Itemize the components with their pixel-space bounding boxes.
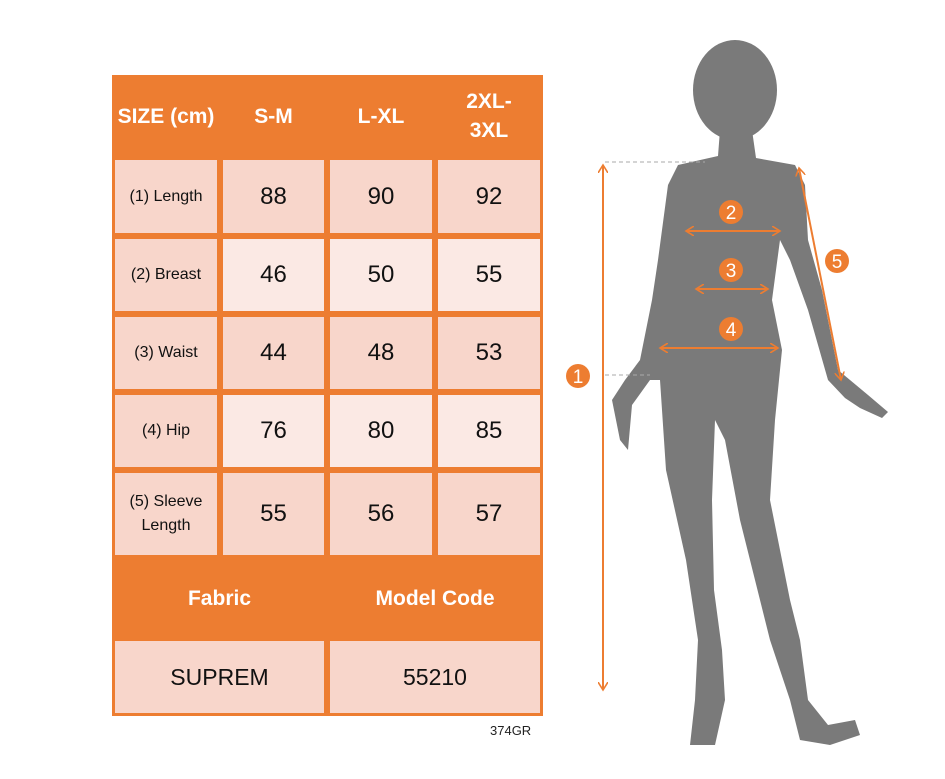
model-code-value: 55210: [330, 641, 540, 713]
svg-text:2: 2: [726, 203, 737, 224]
size-value: 48: [330, 317, 432, 389]
product-code: 374GR: [490, 723, 532, 738]
size-value: 55: [438, 239, 540, 311]
marker-2: 2: [719, 200, 743, 224]
svg-text:3: 3: [726, 261, 737, 282]
size-value: 90: [330, 160, 432, 233]
size-value: 44: [223, 317, 324, 389]
size-value: 80: [330, 395, 432, 467]
row-label: (1) Length: [115, 160, 217, 233]
row-label: (4) Hip: [115, 395, 217, 467]
header-s-m: S-M: [254, 104, 293, 128]
svg-text:5: 5: [832, 252, 843, 273]
row-label: (3) Waist: [115, 317, 217, 389]
header-model-code: Model Code: [375, 586, 495, 610]
size-value: 85: [438, 395, 540, 467]
size-value: 88: [223, 160, 324, 233]
svg-text:1: 1: [573, 367, 584, 388]
size-value: 53: [438, 317, 540, 389]
size-value: 46: [223, 239, 324, 311]
row-label: (5) Sleeve Length: [115, 473, 217, 555]
row-label: (2) Breast: [115, 239, 217, 311]
marker-1: 1: [566, 364, 590, 388]
size-value: 56: [330, 473, 432, 555]
header-l-xl: L-XL: [357, 104, 405, 128]
marker-4: 4: [719, 317, 743, 341]
sleeve-arrow: [799, 168, 841, 380]
marker-3: 3: [719, 258, 743, 282]
size-table: SIZE (cm) S-M L-XL 2XL- 3XL (1) Length 88…: [112, 75, 543, 716]
silhouette: [612, 40, 888, 745]
header-2xl-3xl: 2XL- 3XL: [466, 90, 512, 142]
size-value: 92: [438, 160, 540, 233]
size-value: 76: [223, 395, 324, 467]
header-fabric: Fabric: [187, 586, 252, 610]
fabric-value: SUPREM: [115, 641, 324, 713]
header-size: SIZE (cm): [117, 104, 215, 128]
svg-text:4: 4: [726, 320, 737, 341]
size-value: 50: [330, 239, 432, 311]
marker-5: 5: [825, 249, 849, 273]
size-value: 57: [438, 473, 540, 555]
size-value: 55: [223, 473, 324, 555]
